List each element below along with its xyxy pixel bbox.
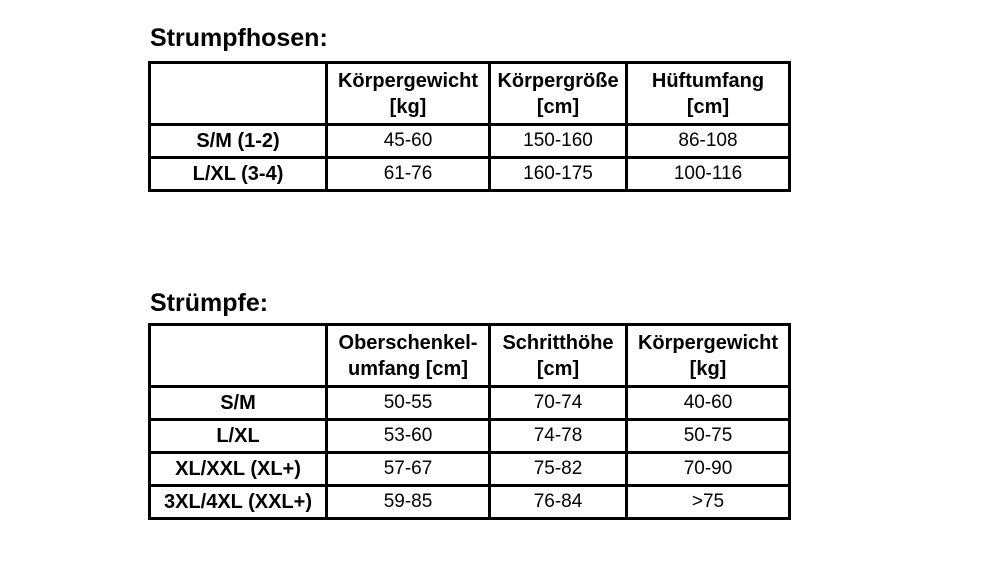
header-row: Oberschenkel- umfang [cm] Schritthöhe [c… (148, 323, 791, 388)
struempfe-title: Strümpfe: (150, 289, 269, 317)
strumpfhosen-size-table: Körpergewicht [kg] Körpergröße [cm] Hüft… (148, 61, 791, 192)
column-header-koerpergroesse: Körpergröße [cm] (488, 61, 628, 126)
row-header: 3XL/4XL (XXL+) (148, 484, 328, 520)
table-row: 3XL/4XL (XXL+) 59-85 76-84 >75 (148, 484, 791, 520)
header-row: Körpergewicht [kg] Körpergröße [cm] Hüft… (148, 61, 791, 126)
table-cell: 53-60 (325, 418, 491, 454)
column-header-oberschenkelumfang: Oberschenkel- umfang [cm] (325, 323, 491, 388)
corner-cell (148, 323, 328, 388)
column-header-koerpergewicht: Körpergewicht [kg] (625, 323, 791, 388)
table-row: L/XL 53-60 74-78 50-75 (148, 418, 791, 454)
table-row: S/M 50-55 70-74 40-60 (148, 385, 791, 421)
corner-cell (148, 61, 328, 126)
table-row: XL/XXL (XL+) 57-67 75-82 70-90 (148, 451, 791, 487)
table-cell: 45-60 (325, 123, 491, 159)
row-header: L/XL (148, 418, 328, 454)
table-cell: >75 (625, 484, 791, 520)
table-cell: 160-175 (488, 156, 628, 192)
table-row: S/M (1-2) 45-60 150-160 86-108 (148, 123, 791, 159)
column-header-schritthoehe: Schritthöhe [cm] (488, 323, 628, 388)
row-header: S/M (1-2) (148, 123, 328, 159)
column-header-hueftumfang: Hüftumfang [cm] (625, 61, 791, 126)
struempfe-size-table: Oberschenkel- umfang [cm] Schritthöhe [c… (148, 323, 791, 520)
table-cell: 76-84 (488, 484, 628, 520)
table-cell: 150-160 (488, 123, 628, 159)
table-cell: 50-75 (625, 418, 791, 454)
table-cell: 74-78 (488, 418, 628, 454)
table-cell: 50-55 (325, 385, 491, 421)
table-cell: 100-116 (625, 156, 791, 192)
table-cell: 75-82 (488, 451, 628, 487)
table-cell: 40-60 (625, 385, 791, 421)
row-header: S/M (148, 385, 328, 421)
column-header-koerpergewicht: Körpergewicht [kg] (325, 61, 491, 126)
table-cell: 70-74 (488, 385, 628, 421)
table-cell: 70-90 (625, 451, 791, 487)
table-cell: 61-76 (325, 156, 491, 192)
table-cell: 86-108 (625, 123, 791, 159)
row-header: XL/XXL (XL+) (148, 451, 328, 487)
table-cell: 59-85 (325, 484, 491, 520)
row-header: L/XL (3-4) (148, 156, 328, 192)
strumpfhosen-title: Strumpfhosen: (150, 24, 328, 52)
table-row: L/XL (3-4) 61-76 160-175 100-116 (148, 156, 791, 192)
table-cell: 57-67 (325, 451, 491, 487)
